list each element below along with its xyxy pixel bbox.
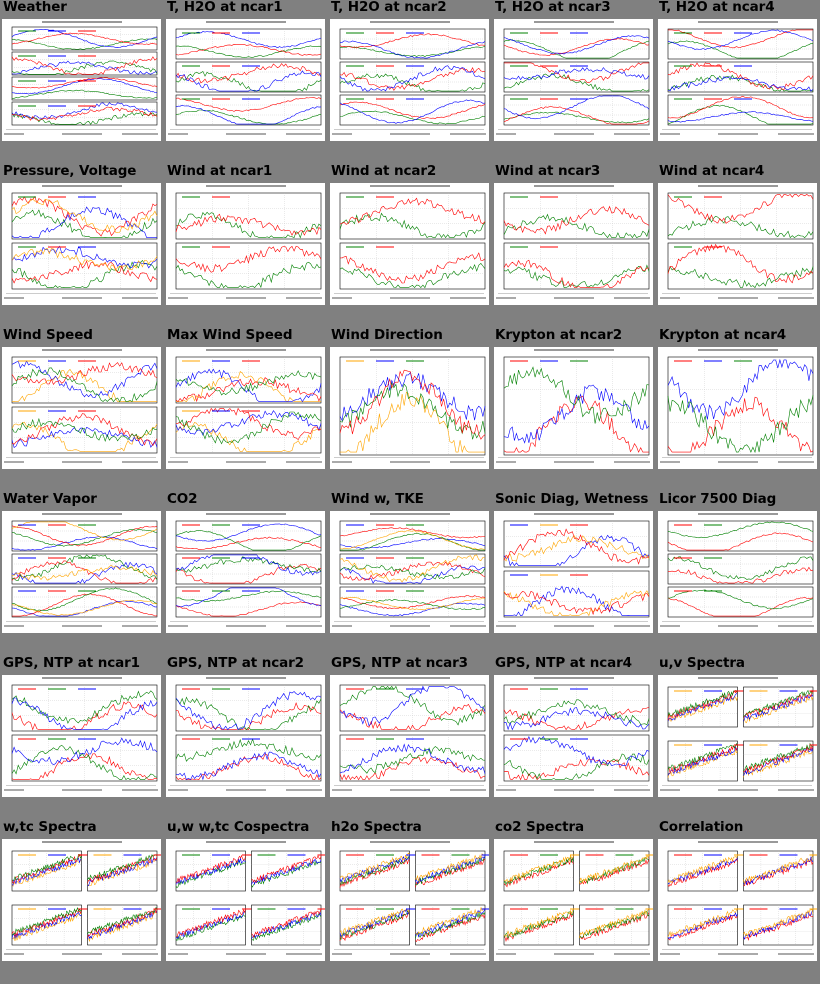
tile-title: T, H2O at ncar3 <box>495 0 611 15</box>
tile-h2o-spectra[interactable]: h2o Spectra <box>328 819 492 984</box>
tile-u-w-w-tc-cospectra[interactable]: u,w w,tc Cospectra <box>164 819 328 984</box>
tile-co2-spectra[interactable]: co2 Spectra <box>492 819 656 984</box>
plot-thumbnail[interactable] <box>658 675 817 797</box>
plot-thumbnail[interactable] <box>330 19 489 141</box>
tile-pressure-voltage[interactable]: Pressure, Voltage <box>0 163 164 328</box>
tile-title: u,v Spectra <box>659 655 745 671</box>
tile-title: Correlation <box>659 819 744 835</box>
tile-title: Max Wind Speed <box>167 327 293 343</box>
tile-title: Wind at ncar1 <box>167 163 273 179</box>
plot-thumbnail[interactable] <box>330 511 489 633</box>
plot-thumbnail[interactable] <box>2 19 161 141</box>
tile-co2[interactable]: CO2 <box>164 491 328 656</box>
plot-thumbnail[interactable] <box>494 675 653 797</box>
tile-title: Pressure, Voltage <box>3 163 137 179</box>
tile-max-wind-speed[interactable]: Max Wind Speed <box>164 327 328 492</box>
tile-title: T, H2O at ncar2 <box>331 0 447 15</box>
plot-thumbnail[interactable] <box>494 183 653 305</box>
tile-wind-at-ncar1[interactable]: Wind at ncar1 <box>164 163 328 328</box>
tile-wind-w-tke[interactable]: Wind w, TKE <box>328 491 492 656</box>
tile-t-h2o-at-ncar2[interactable]: T, H2O at ncar2 <box>328 0 492 164</box>
tile-wind-at-ncar4[interactable]: Wind at ncar4 <box>656 163 820 328</box>
tile-title: GPS, NTP at ncar2 <box>167 655 304 671</box>
tile-title: Krypton at ncar4 <box>659 327 787 343</box>
tile-title: Weather <box>3 0 67 15</box>
tile-title: T, H2O at ncar1 <box>167 0 283 15</box>
plot-thumbnail[interactable] <box>330 183 489 305</box>
plot-thumbnail[interactable] <box>166 839 325 961</box>
tile-title: Wind at ncar2 <box>331 163 437 179</box>
plot-thumbnail[interactable] <box>166 19 325 141</box>
plot-thumbnail[interactable] <box>330 347 489 469</box>
plot-thumbnail[interactable] <box>494 347 653 469</box>
plot-thumbnail[interactable] <box>658 347 817 469</box>
plot-thumbnail[interactable] <box>2 183 161 305</box>
tile-title: GPS, NTP at ncar4 <box>495 655 632 671</box>
tile-t-h2o-at-ncar4[interactable]: T, H2O at ncar4 <box>656 0 820 164</box>
tile-licor-7500-diag[interactable]: Licor 7500 Diag <box>656 491 820 656</box>
plot-thumbnail[interactable] <box>2 511 161 633</box>
tile-title: GPS, NTP at ncar1 <box>3 655 140 671</box>
tile-title: Wind Speed <box>3 327 93 343</box>
tile-u-v-spectra[interactable]: u,v Spectra <box>656 655 820 820</box>
tile-title: T, H2O at ncar4 <box>659 0 775 15</box>
tile-weather[interactable]: Weather <box>0 0 164 164</box>
tile-wind-at-ncar3[interactable]: Wind at ncar3 <box>492 163 656 328</box>
tile-gps-ntp-at-ncar2[interactable]: GPS, NTP at ncar2 <box>164 655 328 820</box>
plot-thumbnail[interactable] <box>658 19 817 141</box>
tile-water-vapor[interactable]: Water Vapor <box>0 491 164 656</box>
tile-correlation[interactable]: Correlation <box>656 819 820 984</box>
tile-title: w,tc Spectra <box>3 819 97 835</box>
tile-krypton-at-ncar2[interactable]: Krypton at ncar2 <box>492 327 656 492</box>
tile-title: h2o Spectra <box>331 819 422 835</box>
tile-wind-direction[interactable]: Wind Direction <box>328 327 492 492</box>
tile-t-h2o-at-ncar3[interactable]: T, H2O at ncar3 <box>492 0 656 164</box>
plot-thumbnail[interactable] <box>658 839 817 961</box>
plot-thumbnail[interactable] <box>166 183 325 305</box>
tile-title: Water Vapor <box>3 491 97 507</box>
plot-thumbnail[interactable] <box>2 839 161 961</box>
plot-thumbnail[interactable] <box>658 183 817 305</box>
tile-w-tc-spectra[interactable]: w,tc Spectra <box>0 819 164 984</box>
plot-thumbnail[interactable] <box>2 675 161 797</box>
plot-thumbnail[interactable] <box>494 839 653 961</box>
plot-thumbnail[interactable] <box>658 511 817 633</box>
plot-thumbnail[interactable] <box>166 347 325 469</box>
tile-title: GPS, NTP at ncar3 <box>331 655 468 671</box>
tile-title: Wind Direction <box>331 327 443 343</box>
tile-title: co2 Spectra <box>495 819 585 835</box>
tile-title: Licor 7500 Diag <box>659 491 777 507</box>
tile-title: CO2 <box>167 491 198 507</box>
tile-gps-ntp-at-ncar3[interactable]: GPS, NTP at ncar3 <box>328 655 492 820</box>
tile-title: Wind w, TKE <box>331 491 424 507</box>
plot-thumbnail[interactable] <box>494 511 653 633</box>
tile-gps-ntp-at-ncar4[interactable]: GPS, NTP at ncar4 <box>492 655 656 820</box>
tile-sonic-diag-wetness[interactable]: Sonic Diag, Wetness <box>492 491 656 656</box>
tile-title: Wind at ncar3 <box>495 163 601 179</box>
plot-thumbnail[interactable] <box>330 675 489 797</box>
tile-title: Wind at ncar4 <box>659 163 765 179</box>
plot-thumbnail[interactable] <box>166 511 325 633</box>
tile-t-h2o-at-ncar1[interactable]: T, H2O at ncar1 <box>164 0 328 164</box>
tile-title: Sonic Diag, Wetness <box>495 491 649 507</box>
tile-krypton-at-ncar4[interactable]: Krypton at ncar4 <box>656 327 820 492</box>
tile-gps-ntp-at-ncar1[interactable]: GPS, NTP at ncar1 <box>0 655 164 820</box>
plot-thumbnail[interactable] <box>330 839 489 961</box>
plot-thumbnail[interactable] <box>2 347 161 469</box>
tile-wind-at-ncar2[interactable]: Wind at ncar2 <box>328 163 492 328</box>
tile-wind-speed[interactable]: Wind Speed <box>0 327 164 492</box>
plot-thumbnail[interactable] <box>494 19 653 141</box>
plot-thumbnail[interactable] <box>166 675 325 797</box>
tile-title: Krypton at ncar2 <box>495 327 623 343</box>
tile-title: u,w w,tc Cospectra <box>167 819 310 835</box>
